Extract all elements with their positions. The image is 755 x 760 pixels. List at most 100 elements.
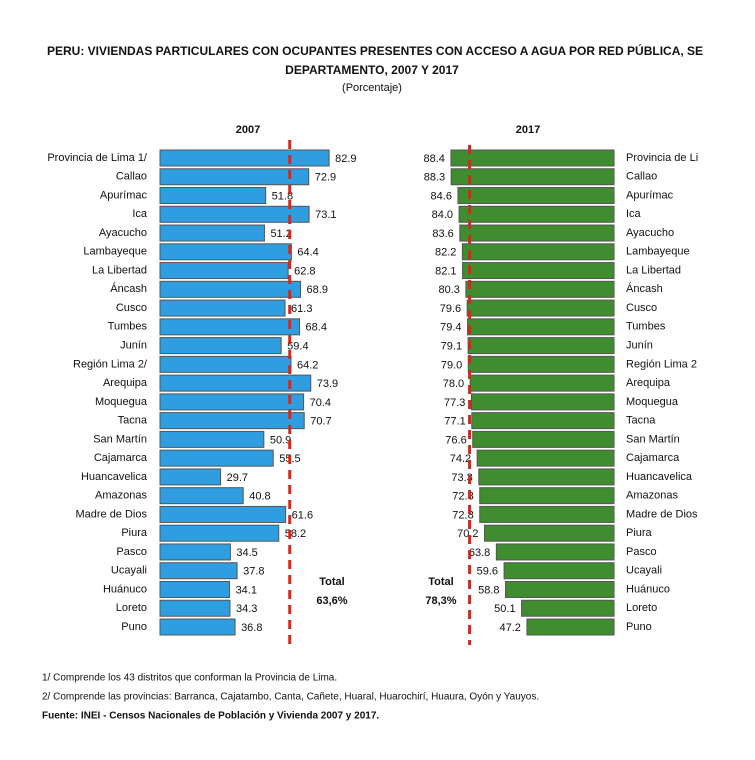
category-label: Ayacucho (626, 227, 674, 239)
value-label: 80.3 (438, 284, 459, 296)
bar (467, 318, 615, 336)
category-label: Amazonas (95, 490, 147, 502)
category-label: Madre de Dios (75, 508, 147, 520)
total-value-label: 78,3% (425, 595, 456, 607)
category-label: Áncash (110, 282, 147, 295)
bar (458, 205, 615, 223)
category-label: Cajamarca (94, 452, 148, 464)
value-label: 84.0 (432, 209, 453, 221)
bar (159, 393, 305, 411)
bar (159, 580, 231, 598)
bar (505, 580, 615, 598)
value-label: 34.1 (236, 584, 257, 596)
bar (471, 412, 615, 430)
value-label: 68.4 (306, 322, 327, 334)
bar (159, 505, 287, 523)
value-label: 61.6 (292, 509, 313, 521)
chart-title: DEPARTAMENTO, 2007 Y 2017 (285, 63, 459, 77)
category-label: Huancavelica (81, 471, 148, 483)
value-label: 40.8 (249, 491, 270, 503)
value-label: 51.8 (272, 190, 293, 202)
bar (159, 562, 238, 580)
bar (476, 449, 615, 467)
value-label: 73.1 (315, 209, 336, 221)
category-label: Piura (121, 527, 148, 539)
bar (526, 618, 615, 636)
category-label: Ica (132, 208, 148, 220)
category-label: Madre de Dios (626, 508, 698, 520)
category-label: Ucayali (626, 565, 662, 577)
category-label: Loreto (626, 602, 657, 614)
value-label: 76.6 (445, 434, 466, 446)
value-label: 63.8 (469, 547, 490, 559)
category-label: Provincia de Lima 1/ (47, 152, 148, 164)
category-label: Arequipa (103, 377, 148, 389)
category-label: San Martín (93, 433, 147, 445)
bar (479, 505, 615, 523)
value-label: 70.4 (310, 397, 331, 409)
bar (159, 449, 274, 467)
category-label: Cajamarca (626, 452, 680, 464)
value-label: 79.4 (440, 322, 461, 334)
value-label: 88.3 (424, 172, 445, 184)
value-label: 73.9 (317, 378, 338, 390)
value-label: 72.9 (315, 172, 336, 184)
value-label: 34.3 (236, 603, 257, 615)
value-label: 79.0 (441, 359, 462, 371)
category-label: Cusco (626, 302, 657, 314)
bar (159, 487, 244, 505)
bar (465, 280, 615, 298)
value-label: 74.2 (450, 453, 471, 465)
value-label: 59.4 (287, 341, 308, 353)
category-label: Región Lima 2/ (73, 358, 148, 370)
bar (159, 524, 280, 542)
value-label: 59.6 (477, 566, 498, 578)
value-label: 29.7 (227, 472, 248, 484)
category-label: Cusco (116, 302, 147, 314)
category-label: Callao (626, 171, 657, 183)
category-label: San Martín (626, 433, 680, 445)
value-label: 47.2 (500, 622, 521, 634)
bar (450, 149, 615, 167)
category-label: Ayacucho (99, 227, 147, 239)
value-label: 62.8 (294, 265, 315, 277)
value-label: 58.2 (285, 528, 306, 540)
total-value-label: 63,6% (316, 595, 347, 607)
category-label: Arequipa (626, 377, 671, 389)
bar (159, 280, 302, 298)
bar (159, 543, 231, 561)
bar (459, 224, 615, 242)
category-label: Puno (626, 621, 652, 633)
value-label: 82.9 (335, 153, 356, 165)
value-label: 82.2 (435, 247, 456, 259)
value-label: 79.6 (440, 303, 461, 315)
category-label: Moquegua (626, 396, 679, 408)
category-label: La Libertad (92, 264, 147, 276)
category-label: Tacna (118, 415, 148, 427)
category-label: Apurímac (626, 189, 674, 201)
source: Fuente: INEI - Censos Nacionales de Pobl… (42, 711, 379, 722)
category-label: Huánuco (626, 583, 670, 595)
value-label: 36.8 (241, 622, 262, 634)
category-label: Tumbes (108, 321, 148, 333)
footnote: 1/ Comprende los 43 distritos que confor… (42, 673, 337, 684)
category-label: Lambayeque (626, 246, 690, 258)
category-label: Tumbes (626, 321, 666, 333)
chart-subtitle: (Porcentaje) (342, 82, 402, 94)
bar (478, 468, 615, 486)
total-label: Total (428, 576, 453, 588)
value-label: 77.3 (444, 397, 465, 409)
bar (461, 243, 615, 261)
bar (503, 562, 615, 580)
bar (159, 299, 286, 317)
bar (467, 355, 615, 373)
category-label: Ucayali (111, 565, 147, 577)
category-label: Región Lima 2 (626, 358, 697, 370)
category-label: La Libertad (626, 264, 681, 276)
bar (521, 599, 615, 617)
bar (159, 355, 292, 373)
bar (159, 599, 231, 617)
bar (159, 187, 267, 205)
bar (159, 412, 305, 430)
